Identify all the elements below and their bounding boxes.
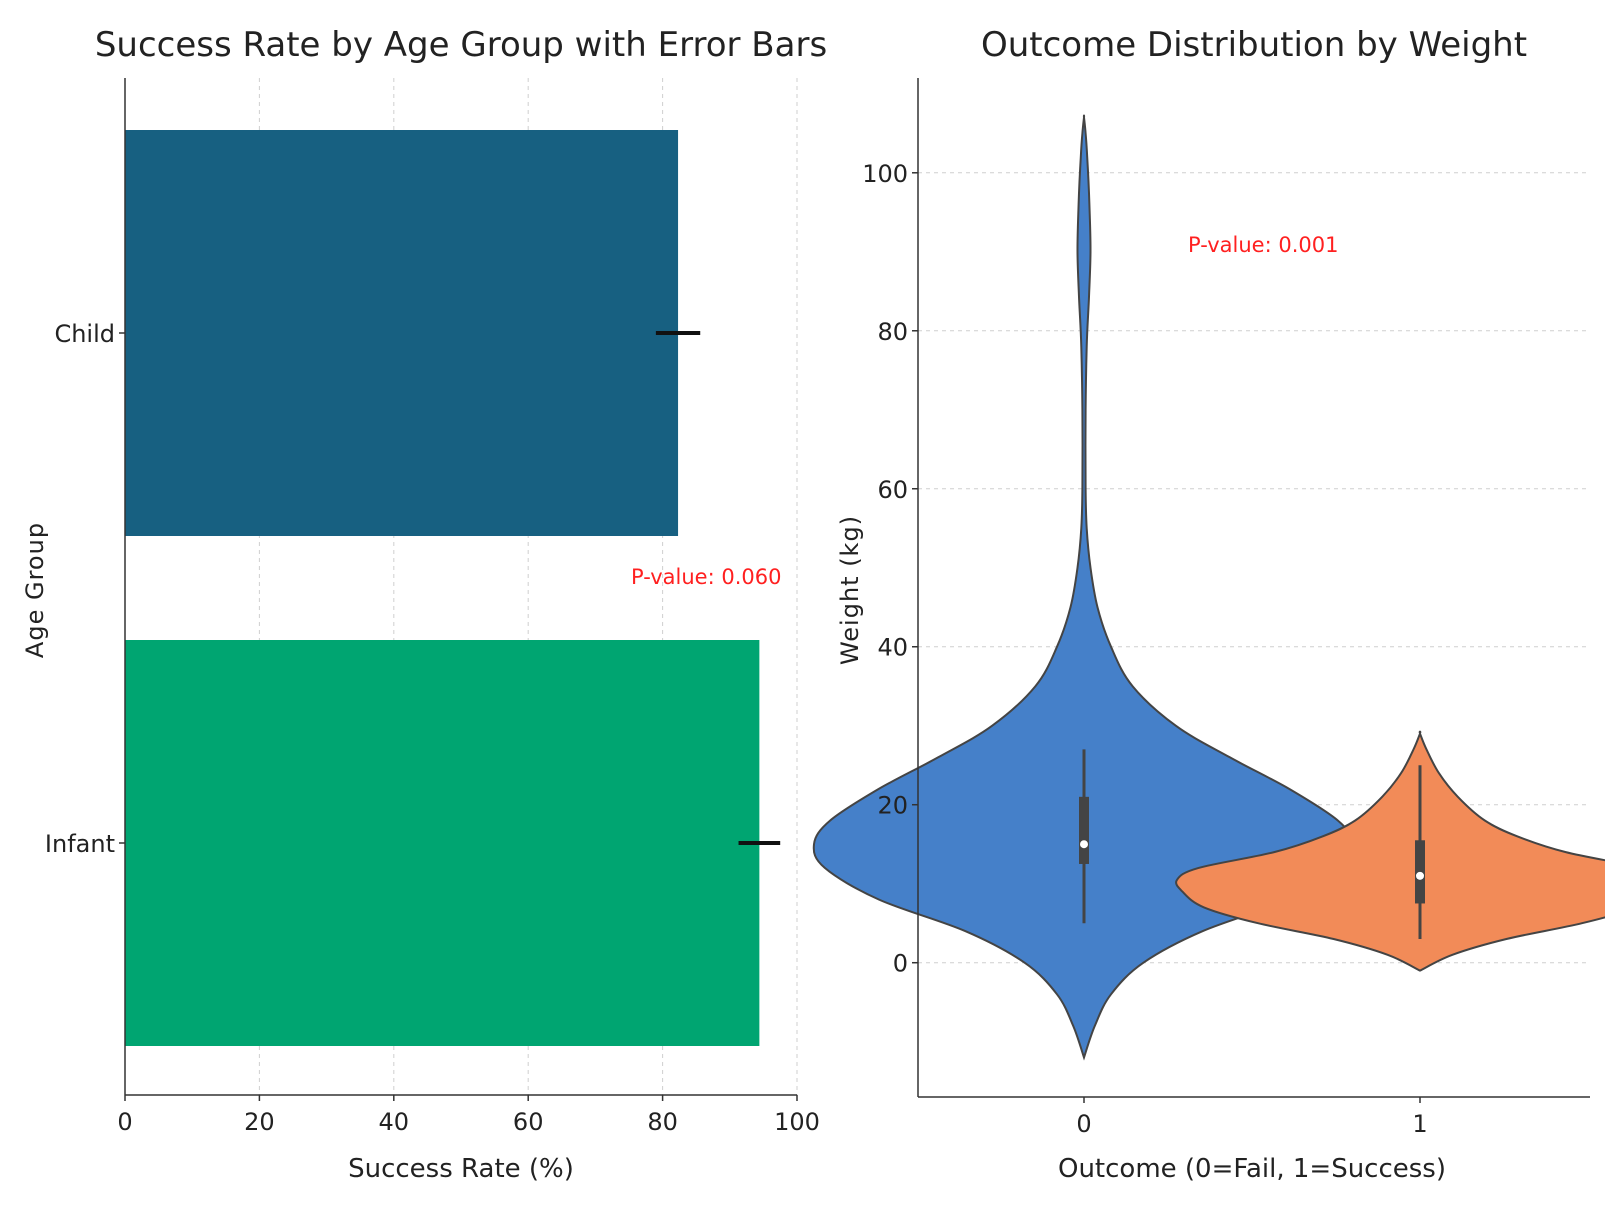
p-value-annotation: P-value: 0.060 [631,565,781,589]
x-tick-label-0: 0 [1076,1110,1091,1138]
y-axis-label: Age Group [21,522,49,658]
y-tick-label: 100 [862,160,908,188]
x-tick-label: 80 [647,1108,678,1136]
x-tick-label: 20 [244,1108,275,1136]
p-value-annotation: P-value: 0.001 [1188,233,1338,257]
y-tick-label: 80 [877,318,908,346]
bar-infant [125,640,760,1046]
y-tick-label: 60 [877,476,908,504]
violin-chart-panel: 0 20 40 60 80 100 0 1 P-value: 0.001 Outcome Dist… [812,25,1605,1184]
y-tick-label-infant: Infant [45,830,115,858]
x-tick-label: 100 [774,1108,820,1136]
y-axis-label: Weight (kg) [836,515,864,665]
violin-outcome-1 [1175,730,1605,972]
y-tick-label: 0 [893,950,908,978]
x-axis-label: Success Rate (%) [348,1154,574,1184]
violin-median-1 [1416,871,1424,880]
violin-iqr-box-0 [1079,796,1089,864]
y-tick-label: 20 [877,792,908,820]
x-axis-label: Outcome (0=Fail, 1=Success) [1058,1154,1446,1184]
x-tick-label: 40 [379,1108,410,1136]
bar-child [125,130,679,536]
violin-median-0 [1080,840,1088,849]
violin-outcome-0 [812,114,1356,1061]
chart-title: Success Rate by Age Group with Error Bar… [95,25,827,65]
x-tick-label-1: 1 [1412,1110,1427,1138]
x-tick-label: 60 [513,1108,544,1136]
x-tick-label: 0 [117,1108,132,1136]
y-tick-label: 40 [877,634,908,662]
bar-chart-panel: Child Infant 0 20 40 60 80 100 P-value: 0.060 Suc… [21,25,827,1184]
chart-title: Outcome Distribution by Weight [981,25,1527,65]
y-tick-label-child: Child [54,320,115,348]
